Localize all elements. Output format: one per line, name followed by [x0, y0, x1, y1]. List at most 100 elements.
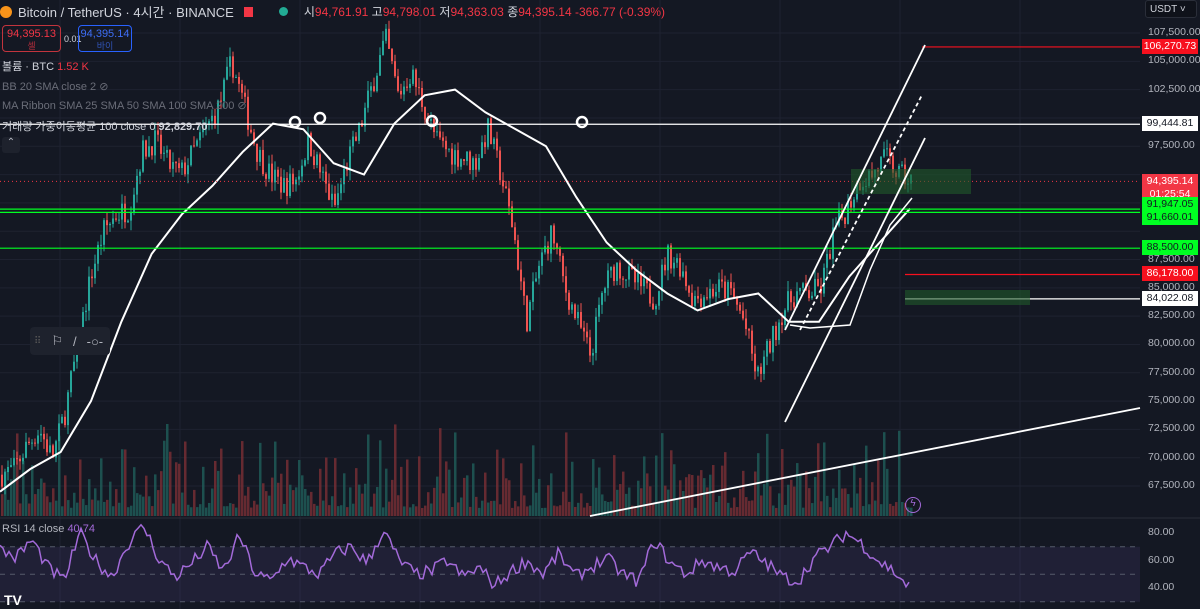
buy-button[interactable]: 94,395.14 바이 — [78, 25, 132, 52]
symbol-title[interactable]: Bitcoin / TetherUS · 4시간 · BINANCE — [18, 5, 234, 20]
sell-button[interactable]: 94,395.13 셀 — [2, 25, 61, 52]
price-tag-value: 94,395.14 — [1146, 175, 1194, 188]
channel-curve — [789, 197, 913, 329]
candle-body — [667, 245, 669, 271]
volume-bar — [703, 478, 706, 516]
candle-body — [451, 148, 453, 165]
volume-bar — [235, 507, 238, 516]
candle-body — [880, 156, 882, 172]
hidden-eye-icon[interactable]: ⊘ — [99, 81, 109, 93]
volume-bar — [280, 473, 283, 516]
volume-bar — [526, 506, 529, 516]
volume-bar — [805, 471, 808, 516]
candle-body — [34, 442, 36, 444]
candle-body — [40, 433, 42, 436]
volume-bar — [580, 493, 583, 516]
volume-bar — [289, 484, 292, 516]
line-tool-icon[interactable]: / — [72, 333, 77, 349]
legend-ma-ribbon[interactable]: MA Ribbon SMA 25 SMA 50 SMA 100 SMA 200 … — [2, 100, 247, 112]
candle-body — [724, 281, 726, 299]
volume-bar — [283, 503, 286, 516]
legend-vwma[interactable]: 거래량 가중이동평균 100 close 0 92,829.70 — [2, 121, 208, 133]
candle-body — [424, 107, 426, 120]
volume-bar — [301, 475, 304, 516]
volume-bar — [895, 502, 898, 516]
candle-body — [763, 356, 765, 374]
candle-body — [391, 48, 393, 62]
candle-body — [715, 291, 717, 297]
volume-bar — [520, 463, 523, 516]
tradingview-logo[interactable]: TV — [4, 592, 22, 608]
volume-bar — [79, 459, 82, 516]
volume-bar — [622, 471, 625, 516]
legend-volume[interactable]: 볼륨 · BTC 1.52 K — [2, 61, 89, 73]
candle-body — [280, 176, 282, 193]
candle-body — [559, 248, 561, 256]
volume-bar — [310, 491, 313, 516]
candle-body — [526, 295, 528, 332]
fib-tool-icon[interactable]: ⚐ — [51, 333, 63, 348]
candle-body — [241, 83, 243, 93]
candle-body — [355, 136, 357, 141]
volume-bar — [775, 507, 778, 516]
candle-body — [256, 143, 258, 162]
candle-body — [436, 131, 438, 133]
volume-bar — [325, 457, 328, 516]
candle-body — [727, 282, 729, 299]
volume-bar — [892, 505, 895, 516]
candle-body — [109, 223, 111, 226]
candles — [0, 20, 912, 495]
legend-bb[interactable]: BB 20 SMA close 2 ⊘ — [2, 81, 109, 93]
candle-body — [310, 133, 312, 157]
candle-body — [13, 458, 15, 466]
volume-bar — [538, 478, 541, 516]
collapse-legend-button[interactable]: ⌃ — [2, 137, 20, 153]
candle-body — [283, 178, 285, 193]
candle-body — [349, 146, 351, 171]
volume-bar — [571, 461, 574, 516]
price-axis-label: 67,500.00 — [1148, 479, 1195, 491]
candle-body — [70, 371, 72, 393]
volume-bar — [547, 485, 550, 516]
volume-bar — [772, 505, 775, 516]
candle-body — [757, 366, 759, 372]
currency-select[interactable]: USDT ˅ — [1145, 0, 1197, 18]
volume-bar — [340, 505, 343, 516]
candle-body — [505, 186, 507, 189]
candle-body — [379, 55, 381, 76]
candle-body — [499, 150, 501, 181]
volume-bar — [376, 486, 379, 516]
candle-body — [793, 302, 795, 308]
candle-body — [652, 303, 654, 310]
volume-bar — [397, 495, 400, 516]
chart-header: Bitcoin / TetherUS · 4시간 · BINANCE 시94,7… — [0, 2, 665, 21]
drawing-toolbar[interactable]: ⠿ ⚐ / -○- — [30, 327, 110, 355]
hidden-eye-icon[interactable]: ⊘ — [237, 100, 247, 112]
volume-bar — [904, 502, 907, 516]
candle-body — [358, 123, 360, 141]
volume-bar — [586, 502, 589, 516]
volume-bar — [91, 499, 94, 516]
buy-price: 94,395.14 — [80, 28, 130, 40]
candle-body — [616, 262, 618, 282]
volume-bar — [409, 507, 412, 516]
volume-bar — [370, 506, 373, 516]
volume-bar — [508, 480, 511, 516]
settings-line-icon[interactable]: -○- — [86, 333, 104, 349]
volume-bar — [886, 468, 889, 516]
legend-rsi[interactable]: RSI 14 close 40.74 — [2, 523, 95, 535]
candle-body — [712, 288, 714, 297]
candle-body — [544, 245, 546, 253]
volume-bar — [70, 507, 73, 516]
trendline-drawings[interactable] — [589, 44, 1141, 517]
grid — [0, 0, 1140, 609]
volume-bar — [736, 507, 739, 516]
flag-icon[interactable] — [243, 6, 253, 17]
drag-handle-icon[interactable]: ⠿ — [34, 335, 42, 347]
lightning-icon[interactable]: ϟ — [905, 497, 921, 513]
candle-body — [817, 278, 819, 286]
volume-bar — [820, 501, 823, 516]
candle-body — [112, 218, 114, 224]
candle-body — [346, 168, 348, 171]
